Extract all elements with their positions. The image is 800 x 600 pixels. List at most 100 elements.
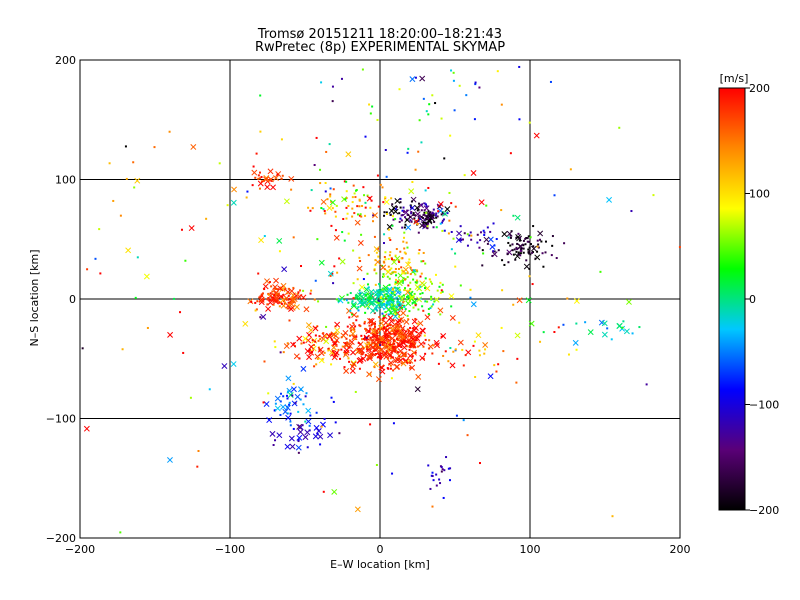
data-point-dot bbox=[355, 189, 358, 192]
data-point-cross bbox=[305, 418, 312, 425]
data-point-dot bbox=[392, 343, 395, 346]
data-point-cross bbox=[389, 326, 396, 333]
data-point-dot bbox=[330, 332, 333, 335]
data-point-dot bbox=[398, 288, 401, 291]
data-point-dot bbox=[567, 353, 570, 356]
data-point-dot bbox=[468, 234, 471, 237]
data-point-cross bbox=[360, 355, 367, 362]
data-point-dot bbox=[376, 332, 379, 335]
data-point-dot bbox=[377, 294, 380, 297]
data-point-dot bbox=[464, 354, 467, 357]
data-point-dot bbox=[398, 295, 401, 298]
data-point-dot bbox=[383, 214, 386, 217]
data-point-dot bbox=[376, 339, 379, 342]
data-point-dot bbox=[361, 68, 364, 71]
data-point-dot bbox=[368, 343, 371, 346]
data-point-dot bbox=[412, 269, 415, 272]
data-point-dot bbox=[352, 322, 355, 325]
data-point-dot bbox=[404, 278, 407, 281]
data-point-dot bbox=[364, 336, 367, 339]
data-point-dot bbox=[410, 290, 413, 293]
data-point-cross bbox=[282, 408, 289, 415]
data-point-dot bbox=[372, 214, 375, 217]
data-point-cross bbox=[356, 265, 363, 272]
data-point-cross bbox=[400, 334, 407, 341]
data-point-cross bbox=[449, 362, 456, 369]
data-point-cross bbox=[267, 176, 274, 183]
data-point-dot bbox=[557, 326, 560, 329]
data-point-cross bbox=[342, 341, 349, 348]
data-point-dot bbox=[396, 323, 399, 326]
data-point-dot bbox=[338, 257, 341, 260]
data-point-dot bbox=[371, 105, 374, 108]
data-point-dot bbox=[376, 334, 379, 337]
data-point-dot bbox=[469, 288, 472, 291]
data-point-dot bbox=[406, 209, 409, 212]
data-point-dot bbox=[392, 319, 395, 322]
data-point-dot bbox=[479, 462, 482, 465]
data-point-dot bbox=[418, 202, 421, 205]
data-point-dot bbox=[517, 251, 520, 254]
data-point-cross bbox=[420, 281, 427, 288]
data-point-cross bbox=[487, 236, 494, 243]
data-point-dot bbox=[406, 328, 409, 331]
data-point-dot bbox=[361, 338, 364, 341]
data-point-dot bbox=[377, 327, 380, 330]
data-point-dot bbox=[414, 214, 417, 217]
data-point-dot bbox=[337, 348, 340, 351]
data-point-dot bbox=[474, 375, 477, 378]
data-point-dot bbox=[397, 343, 400, 346]
data-point-cross bbox=[411, 318, 418, 325]
data-point-dot bbox=[439, 222, 442, 225]
data-point-cross bbox=[313, 424, 320, 431]
data-point-dot bbox=[251, 184, 254, 187]
data-point-cross bbox=[303, 306, 310, 313]
data-point-cross bbox=[276, 432, 283, 439]
data-point-cross bbox=[167, 457, 173, 463]
data-point-dot bbox=[563, 242, 566, 245]
data-point-cross bbox=[375, 376, 382, 383]
data-point-dot bbox=[427, 186, 430, 189]
data-point-dot bbox=[479, 231, 482, 234]
data-point-dot bbox=[383, 233, 386, 236]
data-point-dot bbox=[259, 94, 262, 97]
data-point-dot bbox=[354, 294, 357, 297]
data-point-cross bbox=[419, 222, 426, 229]
data-point-dot bbox=[125, 177, 128, 180]
data-point-dot bbox=[551, 244, 554, 247]
data-point-dot bbox=[359, 301, 362, 304]
data-point-cross bbox=[410, 335, 417, 342]
data-point-dot bbox=[289, 412, 292, 415]
y-tick-label: −100 bbox=[46, 413, 76, 426]
data-point-dot bbox=[411, 181, 414, 184]
data-point-dot bbox=[287, 294, 290, 297]
data-point-dot bbox=[364, 214, 367, 217]
data-point-cross bbox=[290, 386, 297, 393]
data-point-dot bbox=[450, 305, 453, 308]
data-point-dot bbox=[382, 317, 385, 320]
data-point-dot bbox=[446, 212, 449, 215]
data-point-dot bbox=[390, 292, 393, 295]
data-point-cross bbox=[291, 400, 298, 407]
data-point-dot bbox=[518, 65, 521, 68]
data-point-cross bbox=[290, 341, 297, 348]
data-point-dot bbox=[397, 358, 400, 361]
data-point-cross bbox=[409, 364, 416, 371]
data-point-cross bbox=[415, 373, 422, 380]
data-point-dot bbox=[476, 233, 479, 236]
data-point-dot bbox=[292, 286, 295, 289]
data-point-dot bbox=[189, 396, 192, 399]
data-point-dot bbox=[569, 168, 572, 171]
data-point-dot bbox=[182, 351, 185, 354]
data-point-dot bbox=[395, 205, 398, 208]
data-point-dot bbox=[348, 334, 351, 337]
data-point-cross bbox=[277, 293, 284, 300]
data-point-dot bbox=[284, 288, 287, 291]
data-point-dot bbox=[410, 211, 413, 214]
data-point-dot bbox=[389, 294, 392, 297]
data-point-dot bbox=[399, 291, 402, 294]
data-point-cross bbox=[339, 258, 346, 265]
data-point-cross bbox=[266, 417, 273, 424]
data-point-dot bbox=[263, 288, 266, 291]
data-point-cross bbox=[285, 414, 292, 421]
